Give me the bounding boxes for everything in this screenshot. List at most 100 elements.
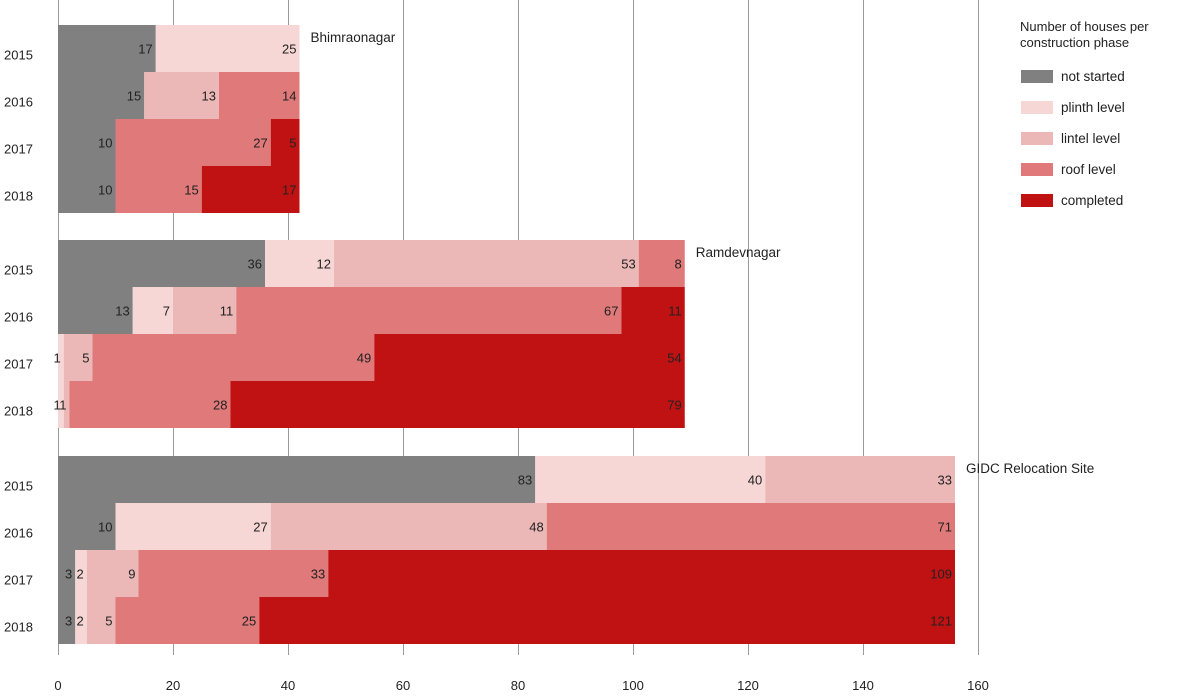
- bar-segment-completed: [230, 381, 685, 428]
- bar-segment-completed: [259, 597, 955, 644]
- value-label: 10: [98, 183, 112, 198]
- legend-swatch: [1021, 194, 1053, 207]
- year-label: 2015: [4, 479, 33, 494]
- value-label: 109: [930, 567, 952, 582]
- bar-segment-plinth-level: [58, 381, 64, 428]
- bar-segment-roof-level: [69, 381, 231, 428]
- value-label: 3: [65, 614, 72, 629]
- value-label: 3: [65, 567, 72, 582]
- bar-segment-plinth-level: [132, 287, 173, 334]
- legend-swatch: [1021, 163, 1053, 176]
- value-label: 25: [282, 42, 296, 57]
- bar-segment-plinth-level: [58, 334, 64, 381]
- bar-segment-roof-level: [115, 119, 271, 166]
- x-tick-label: 20: [166, 678, 180, 693]
- value-label: 13: [202, 89, 216, 104]
- x-tick-label: 160: [967, 678, 989, 693]
- bar-segment-plinth-level: [535, 456, 766, 503]
- bar-segment-plinth-level: [265, 240, 334, 287]
- value-label: 79: [667, 398, 681, 413]
- value-label: 27: [253, 136, 267, 151]
- bar-segment-roof-level: [115, 166, 202, 213]
- bar-segment-roof-level: [546, 503, 955, 550]
- bar-segment-plinth-level: [75, 597, 87, 644]
- value-label: 36: [248, 257, 262, 272]
- value-label: 8: [675, 257, 682, 272]
- bar-segment-lintel-level: [765, 456, 955, 503]
- bar-segment-not-started: [58, 240, 265, 287]
- bar-segment-not-started: [58, 597, 76, 644]
- year-label: 2017: [4, 357, 33, 372]
- bar-segment-not-started: [58, 550, 76, 597]
- value-label: 13: [115, 304, 129, 319]
- value-label: 27: [253, 520, 267, 535]
- x-tick-label: 80: [511, 678, 525, 693]
- value-label: 17: [282, 183, 296, 198]
- bar-segment-roof-level: [638, 240, 685, 287]
- year-label: 2015: [4, 263, 33, 278]
- bar-segment-plinth-level: [75, 550, 87, 597]
- x-tick-label: 140: [852, 678, 874, 693]
- value-label: 15: [184, 183, 198, 198]
- year-label: 2018: [4, 620, 33, 635]
- bar-segment-lintel-level: [63, 334, 93, 381]
- year-label: 2016: [4, 95, 33, 110]
- bar-segment-completed: [621, 287, 685, 334]
- bar-segment-completed: [270, 119, 300, 166]
- x-tick-label: 40: [281, 678, 295, 693]
- bar-segment-not-started: [58, 119, 116, 166]
- value-label: 83: [518, 473, 532, 488]
- value-label: 7: [163, 304, 170, 319]
- year-label: 2018: [4, 189, 33, 204]
- value-label: 11: [668, 304, 682, 319]
- bar-segment-completed: [328, 550, 955, 597]
- x-tick-label: 60: [396, 678, 410, 693]
- legend-label: plinth level: [1061, 100, 1125, 115]
- bar-segment-not-started: [58, 25, 156, 72]
- value-label: 1: [54, 398, 61, 413]
- bar-segment-lintel-level: [63, 381, 70, 428]
- value-label: 11: [220, 304, 234, 319]
- value-label: 12: [317, 257, 331, 272]
- legend-label: completed: [1061, 193, 1123, 208]
- bar-segment-not-started: [58, 456, 536, 503]
- bar-segment-lintel-level: [173, 287, 237, 334]
- bar-segments: [58, 25, 955, 644]
- value-label: 48: [529, 520, 543, 535]
- bar-segment-roof-level: [92, 334, 375, 381]
- bar-segment-plinth-level: [115, 503, 271, 550]
- legend-title: construction phase: [1020, 35, 1129, 50]
- value-label: 10: [98, 520, 112, 535]
- bar-segment-completed: [201, 166, 300, 213]
- value-label: 2: [77, 614, 84, 629]
- legend-label: not started: [1061, 69, 1125, 84]
- legend-label: lintel level: [1061, 131, 1120, 146]
- value-label: 17: [138, 42, 152, 57]
- value-label: 49: [357, 351, 371, 366]
- value-label: 15: [127, 89, 141, 104]
- bar-segment-plinth-level: [155, 25, 300, 72]
- value-label: 5: [82, 351, 89, 366]
- bar-segment-completed: [374, 334, 685, 381]
- value-label: 33: [938, 473, 952, 488]
- bar-segment-not-started: [58, 287, 133, 334]
- bar-segment-lintel-level: [334, 240, 639, 287]
- legend-swatch: [1021, 101, 1053, 114]
- bar-segment-roof-level: [219, 72, 300, 119]
- year-label: 2017: [4, 573, 33, 588]
- site-label: GIDC Relocation Site: [966, 461, 1094, 476]
- value-label: 33: [311, 567, 325, 582]
- bar-segment-roof-level: [236, 287, 622, 334]
- axis-labels: 0 20 40 60 80 100 120 140 1602015201620172018Bhi…: [4, 30, 1094, 693]
- legend-title: Number of houses per: [1020, 19, 1149, 34]
- x-tick-label: 120: [737, 678, 759, 693]
- legend-label: roof level: [1061, 162, 1116, 177]
- value-label: 25: [242, 614, 256, 629]
- value-label: 14: [282, 89, 296, 104]
- bar-segment-roof-level: [138, 550, 329, 597]
- bar-segment-not-started: [58, 166, 116, 213]
- bar-segment-lintel-level: [144, 72, 219, 119]
- bar-segment-lintel-level: [86, 550, 139, 597]
